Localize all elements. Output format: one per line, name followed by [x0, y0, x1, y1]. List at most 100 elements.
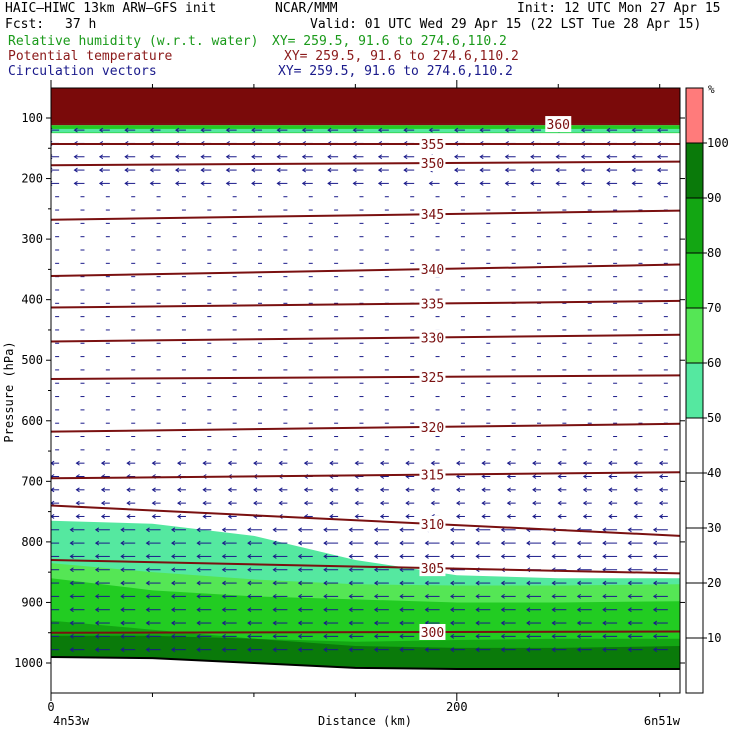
circulation-vector — [51, 555, 60, 557]
circulation-vector — [329, 487, 339, 493]
vector-head — [348, 540, 353, 546]
theta-line — [51, 333, 680, 343]
circulation-vector — [399, 527, 415, 533]
vector-head — [557, 500, 562, 506]
circulation-vector — [120, 527, 136, 533]
circulation-vector — [247, 593, 263, 599]
vector-head — [424, 580, 429, 586]
circulation-vector — [576, 607, 592, 613]
circulation-vector — [175, 180, 186, 186]
circulation-vector — [352, 127, 364, 133]
vector-head — [69, 567, 74, 573]
circulation-vector — [145, 554, 161, 559]
vector-head — [348, 647, 353, 653]
theta-label-bg — [419, 466, 446, 483]
vector-head — [348, 620, 353, 626]
y-tick-label: 400 — [21, 293, 43, 307]
vector-head — [100, 500, 106, 506]
vector-head — [530, 127, 535, 133]
vector-head — [576, 540, 582, 546]
vector-head — [403, 180, 408, 186]
circulation-vector — [100, 514, 110, 519]
vector-head — [450, 554, 455, 559]
vector-head — [94, 527, 100, 533]
circulation-vector — [177, 487, 186, 493]
vector-head — [94, 580, 100, 586]
vector-head — [126, 500, 131, 506]
vector-head — [377, 180, 383, 186]
theta-label-bg — [419, 515, 446, 532]
circulation-vector — [500, 527, 516, 533]
circulation-vector — [251, 154, 263, 160]
circulation-vector — [475, 647, 491, 653]
vector-head — [202, 514, 207, 519]
circulation-vector — [247, 580, 263, 586]
vector-head — [633, 487, 638, 493]
theta-label-bg — [419, 329, 446, 346]
circulation-vector — [430, 460, 440, 466]
circulation-vector — [405, 500, 415, 506]
circulation-vector — [329, 460, 339, 466]
circulation-vector — [633, 474, 643, 479]
vector-head — [379, 487, 385, 493]
circulation-vector — [582, 487, 592, 493]
vector-head — [100, 514, 106, 519]
circulation-vector — [399, 554, 415, 559]
circulation-vector — [652, 567, 668, 573]
vector-head — [475, 540, 480, 546]
theta-contour-305: 305 — [51, 559, 680, 577]
circulation-vector — [297, 580, 313, 586]
circulation-vector — [348, 593, 364, 599]
circulation-vector — [151, 514, 161, 519]
colorbar-band-90 — [686, 143, 703, 198]
circulation-vector — [454, 180, 465, 186]
circulation-vector — [526, 633, 542, 639]
vector-head — [504, 180, 509, 186]
vector-head — [323, 647, 328, 653]
circulation-vector — [323, 647, 339, 653]
circulation-vector — [196, 540, 212, 546]
circulation-vector — [227, 487, 237, 493]
vector-head — [171, 647, 176, 653]
circulation-vector — [479, 154, 491, 160]
circulation-vector — [175, 127, 186, 133]
circulation-vector — [606, 167, 618, 173]
vector-head — [329, 460, 334, 466]
vector-head — [202, 500, 207, 506]
vector-head — [627, 607, 632, 613]
vector-head — [126, 460, 131, 466]
vector-head — [149, 167, 154, 173]
circulation-vector — [348, 607, 364, 613]
circulation-vector — [530, 154, 542, 160]
circulation-vector — [652, 620, 668, 626]
circulation-vector — [73, 180, 85, 186]
colorbar-band-50 — [686, 363, 703, 418]
vector-head — [424, 607, 429, 613]
vector-head — [323, 620, 328, 626]
vector-head — [171, 540, 176, 546]
vector-head — [504, 154, 509, 160]
vector-head — [576, 647, 582, 653]
circulation-vector — [272, 554, 288, 559]
circulation-vector — [352, 154, 364, 160]
circulation-vector — [69, 554, 85, 559]
vector-head — [171, 607, 176, 613]
vector-head — [379, 514, 385, 519]
vector-head — [424, 540, 429, 546]
x-axis-label: Distance (km) — [318, 714, 412, 728]
vector-head — [323, 567, 328, 573]
vector-head — [633, 500, 638, 506]
theta-label: 345 — [421, 208, 444, 223]
terrain-surface-line — [51, 655, 680, 671]
circulation-vector — [557, 487, 567, 493]
circulation-vector — [75, 487, 85, 493]
circulation-vector — [221, 580, 237, 586]
vector-head — [377, 127, 383, 133]
vector-head — [45, 568, 48, 572]
circulation-vector — [506, 460, 516, 466]
vector-head — [500, 527, 505, 533]
circulation-vector — [580, 127, 592, 133]
circulation-vector — [506, 514, 516, 519]
vector-head — [327, 180, 332, 186]
vector-head — [475, 620, 480, 626]
